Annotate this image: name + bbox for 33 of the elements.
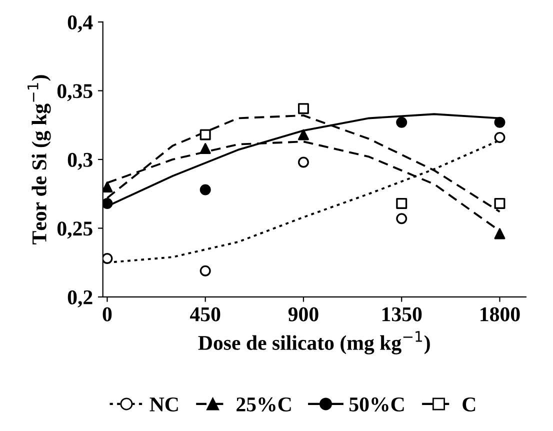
x-axis-title: Dose de silicato (mg kg$^{−1}$) bbox=[198, 331, 430, 354]
point bbox=[102, 252, 113, 264]
point bbox=[102, 198, 113, 209]
x-tick-label: 1350 bbox=[382, 307, 422, 322]
point bbox=[298, 103, 309, 114]
x-tick-label: 450 bbox=[190, 307, 220, 322]
x-tick-label: 0 bbox=[102, 307, 112, 322]
legend-label: 50%C bbox=[350, 397, 404, 412]
point bbox=[102, 181, 113, 192]
point bbox=[298, 156, 309, 168]
point bbox=[200, 184, 211, 196]
point bbox=[200, 265, 211, 276]
point bbox=[298, 129, 309, 140]
point bbox=[494, 198, 506, 209]
y-tick-label: 0,3 bbox=[68, 152, 92, 170]
legend-label: NC bbox=[150, 397, 178, 412]
x-tick-label: 900 bbox=[288, 307, 318, 322]
y-tick-label: 0,25 bbox=[57, 222, 92, 239]
point bbox=[396, 116, 408, 128]
point bbox=[396, 198, 408, 209]
legend-label: 25%C bbox=[236, 397, 291, 412]
y-tick-label: 0,35 bbox=[57, 84, 92, 102]
y-tick-label: 0,4 bbox=[68, 15, 93, 32]
point bbox=[200, 142, 211, 154]
point bbox=[494, 228, 506, 240]
x-tick-label: 1800 bbox=[480, 307, 520, 322]
y-tick-label: 0,2 bbox=[68, 290, 92, 308]
point bbox=[494, 132, 506, 143]
point bbox=[396, 213, 408, 224]
point bbox=[494, 116, 506, 128]
legend-label: C bbox=[462, 397, 476, 412]
point bbox=[200, 129, 211, 140]
y-axis-title: Teor de Si (g kg$^{−1}$) bbox=[28, 75, 51, 244]
